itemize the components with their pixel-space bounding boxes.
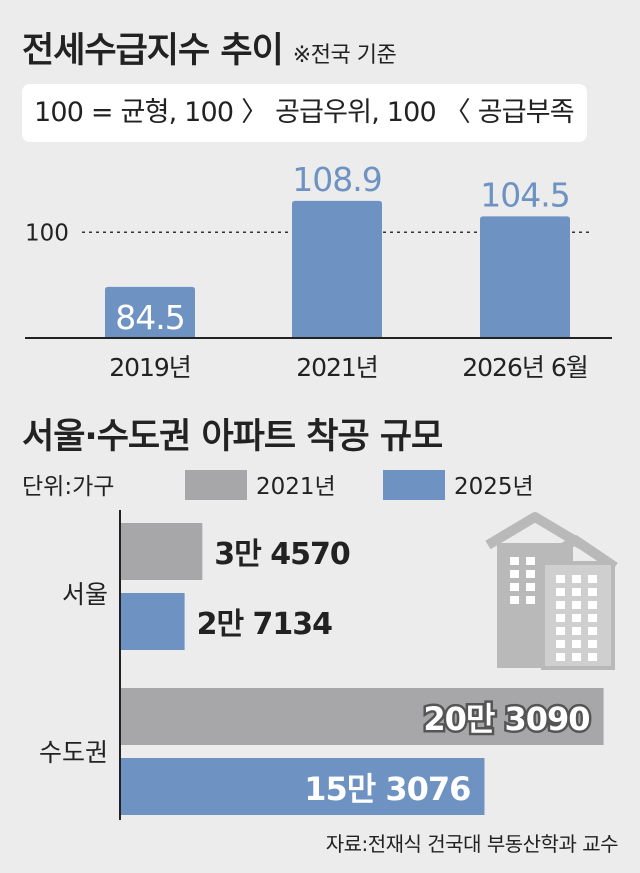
source-note: 자료:전재식 건국대 부동산학과 교수 [325, 832, 619, 856]
hbar-value-group-metro-0: 20만 3090 [423, 700, 589, 738]
construction-chart: 서울 3만 4570 2만 7134 수도권 20만 3090 15만 3076 [39, 510, 618, 820]
reference-line-label: 100 [25, 220, 69, 246]
chart1-title-main: 전세수급지수 추이 [22, 31, 284, 71]
year-tick-label-2: 2026년 6월 [462, 353, 587, 382]
hbar-group-metro-2021년 [120, 688, 604, 745]
hbar-value-group-seoul-0: 3만 4570 [214, 537, 350, 572]
unit-label: 단위:가구 [22, 474, 115, 500]
legend-swatch-2025 [383, 470, 445, 500]
index-value-label-0: 84.5 [115, 298, 184, 337]
index-bar-0 [105, 286, 195, 338]
index-value-label-2: 104.5 [480, 175, 569, 214]
hbar-value-group-metro-1: 15만 3076 [304, 770, 470, 808]
hbar-group-metro-2025년 [120, 758, 485, 815]
legend-label-2021: 2021년 [256, 474, 336, 500]
category-label-1: 수도권 [39, 738, 108, 767]
legend-swatch-2021 [185, 470, 247, 500]
apartment-building-icon [485, 512, 618, 670]
chart1-title-note: ※전국 기준 [292, 43, 397, 68]
chart1-title: 전세수급지수 추이 ※전국 기준 [22, 22, 397, 73]
year-tick-label-0: 2019년 [109, 353, 191, 382]
hbar-group-seoul-2025년 [120, 593, 185, 650]
hbar-group-seoul-2021년 [120, 523, 203, 580]
index-bar-1 [292, 200, 382, 338]
index-legend-box: 100 = 균형, 100 〉 공급우위, 100 〈 공급부족 [22, 84, 587, 142]
supply-index-chart: 100 84.5 2019년 108.9 2021년 104.5 2026년 6월 [25, 160, 612, 382]
legend-label-2025: 2025년 [454, 474, 534, 500]
index-value-label-1: 108.9 [292, 160, 381, 199]
year-tick-label-1: 2021년 [296, 353, 378, 382]
chart2-title: 서울·수도권 아파트 착공 규모 [22, 417, 443, 457]
hbar-value-group-seoul-1: 2만 7134 [197, 607, 333, 642]
category-label-0: 서울 [62, 580, 108, 609]
index-legend-text: 100 = 균형, 100 〉 공급우위, 100 〈 공급부족 [34, 97, 575, 128]
index-bar-2 [480, 216, 570, 338]
